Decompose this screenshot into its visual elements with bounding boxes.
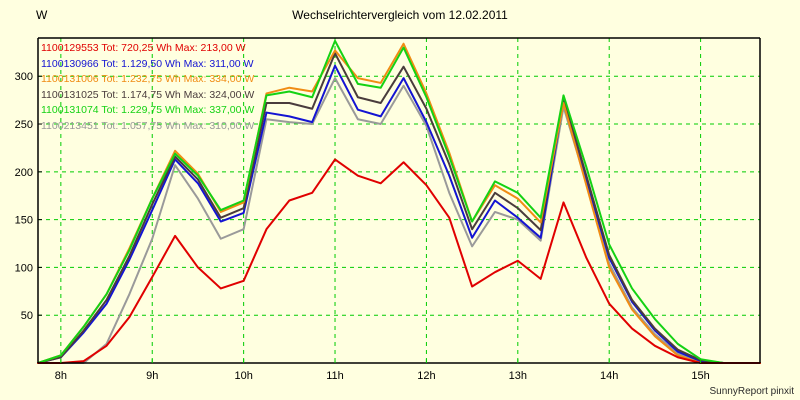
y-tick-label: 250 xyxy=(15,119,33,131)
series-line-1100131074 xyxy=(37,39,761,364)
x-tick-label: 12h xyxy=(417,370,435,382)
x-tick-label: 8h xyxy=(55,370,67,382)
x-tick-label: 15h xyxy=(691,370,709,382)
plot-frame xyxy=(37,37,761,364)
x-tick-label: 14h xyxy=(600,370,618,382)
x-tick-label: 9h xyxy=(146,370,158,382)
y-tick-label: 100 xyxy=(15,262,33,274)
y-tick-label: 150 xyxy=(15,215,33,227)
legend-item-1100131074: 1100131074 Tot: 1.229,75 Wh Max: 337,00 … xyxy=(41,104,255,117)
y-tick-label: 50 xyxy=(21,310,33,322)
legend: 1100129553 Tot: 720,25 Wh Max: 213,00 W 1… xyxy=(41,41,281,135)
series-line-1100213451 xyxy=(37,77,761,364)
legend-item-1100130966: 1100130966 Tot: 1.129,50 Wh Max: 311,00 … xyxy=(41,57,254,70)
series-line-1100131025 xyxy=(37,52,761,364)
watermark-label: SunnyReport pinxit xyxy=(709,386,795,397)
legend-item-1100129553: 1100129553 Tot: 720,25 Wh Max: 213,00 W xyxy=(41,42,246,54)
tick-labels: 50 100 150 200 250 300 8h 9h 10h 11h 12h 13h 14h 15h xyxy=(15,71,710,382)
series-lines xyxy=(37,39,761,364)
y-axis-unit-label: W xyxy=(36,8,48,22)
x-tick-label: 13h xyxy=(509,370,527,382)
legend-item-1100213451: 1100213451 Tot: 1.057,75 Wh Max: 310,00 … xyxy=(41,119,255,132)
x-tick-label: 10h xyxy=(234,370,252,382)
chart-title: Wechselrichtervergleich vom 12.02.2011 xyxy=(292,8,508,22)
series-line-1100129553 xyxy=(37,158,761,364)
legend-item-1100131025: 1100131025 Tot: 1.174,75 Wh Max: 324,00 … xyxy=(41,88,255,101)
legend-item-1100131006: 1100131006 Tot: 1.232,75 Wh Max: 334,00 … xyxy=(41,73,255,86)
y-tick-label: 300 xyxy=(15,71,33,83)
x-tick-label: 11h xyxy=(326,370,344,382)
y-tick-label: 200 xyxy=(15,167,33,179)
